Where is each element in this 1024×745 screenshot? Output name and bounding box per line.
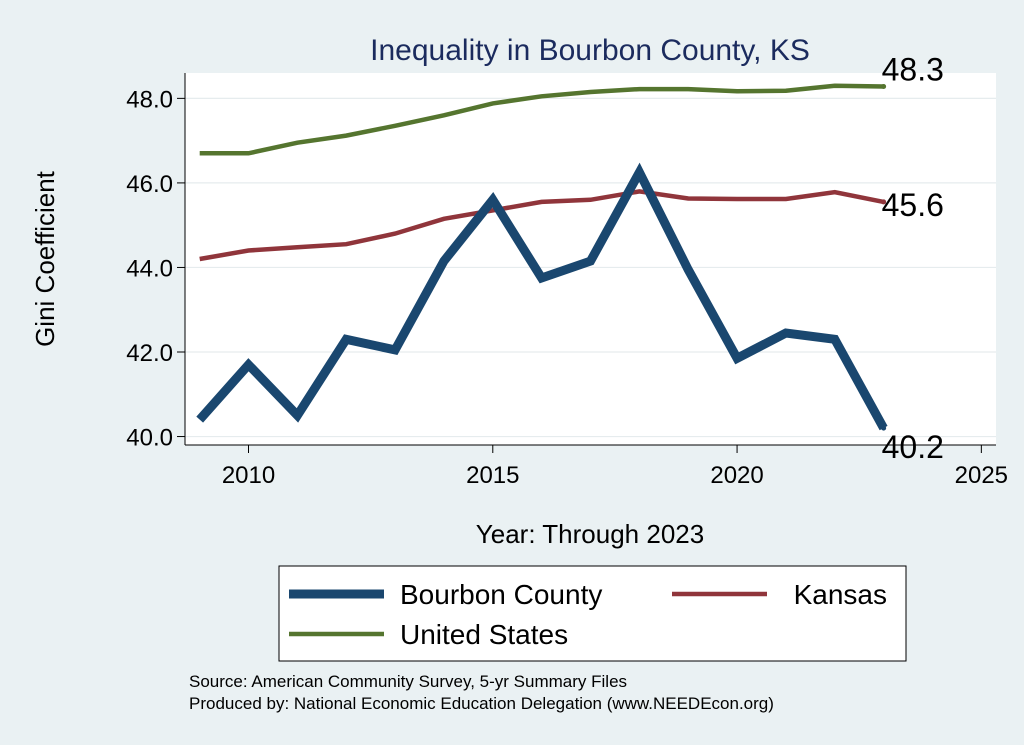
series-line-bourbon-county xyxy=(196,162,888,431)
end-labels: 48.3 45.6 40.2 xyxy=(882,52,944,466)
series-lines xyxy=(196,83,888,431)
legend-box xyxy=(278,565,907,662)
x-tick-label: 2010 xyxy=(222,462,275,489)
producer-note: Produced by: National Economic Education… xyxy=(189,694,774,713)
y-tick-label: 46.0 xyxy=(126,171,173,198)
legend-label: Kansas xyxy=(794,579,887,610)
legend: Bourbon County Kansas United States xyxy=(289,579,887,650)
y-tick-label: 42.0 xyxy=(126,340,173,367)
y-ticks: 40.0 42.0 44.0 46.0 48.0 xyxy=(126,86,185,452)
series-line-united-states xyxy=(199,83,884,156)
end-label: 40.2 xyxy=(882,429,944,465)
gridlines xyxy=(185,97,996,438)
end-label: 48.3 xyxy=(882,52,944,88)
y-tick-label: 44.0 xyxy=(126,255,173,282)
x-tick-label: 2020 xyxy=(710,462,763,489)
y-axis-label: Gini Coefficient xyxy=(30,170,60,347)
series-endpoint xyxy=(881,84,887,90)
x-ticks: 2010 2015 2020 2025 xyxy=(222,445,1008,489)
series-endpoint xyxy=(881,425,887,431)
series-endpoint xyxy=(881,199,887,205)
legend-label: Bourbon County xyxy=(400,579,602,610)
source-note: Source: American Community Survey, 5-yr … xyxy=(189,672,627,691)
x-axis-label: Year: Through 2023 xyxy=(476,519,704,549)
chart-title: Inequality in Bourbon County, KS xyxy=(370,34,810,67)
legend-label: United States xyxy=(400,619,568,650)
x-tick-label: 2015 xyxy=(466,462,519,489)
series-line-kansas xyxy=(199,189,885,262)
y-tick-label: 40.0 xyxy=(126,425,173,452)
x-tick-label: 2025 xyxy=(955,462,1008,489)
y-tick-label: 48.0 xyxy=(126,86,173,113)
end-label: 45.6 xyxy=(882,187,944,223)
